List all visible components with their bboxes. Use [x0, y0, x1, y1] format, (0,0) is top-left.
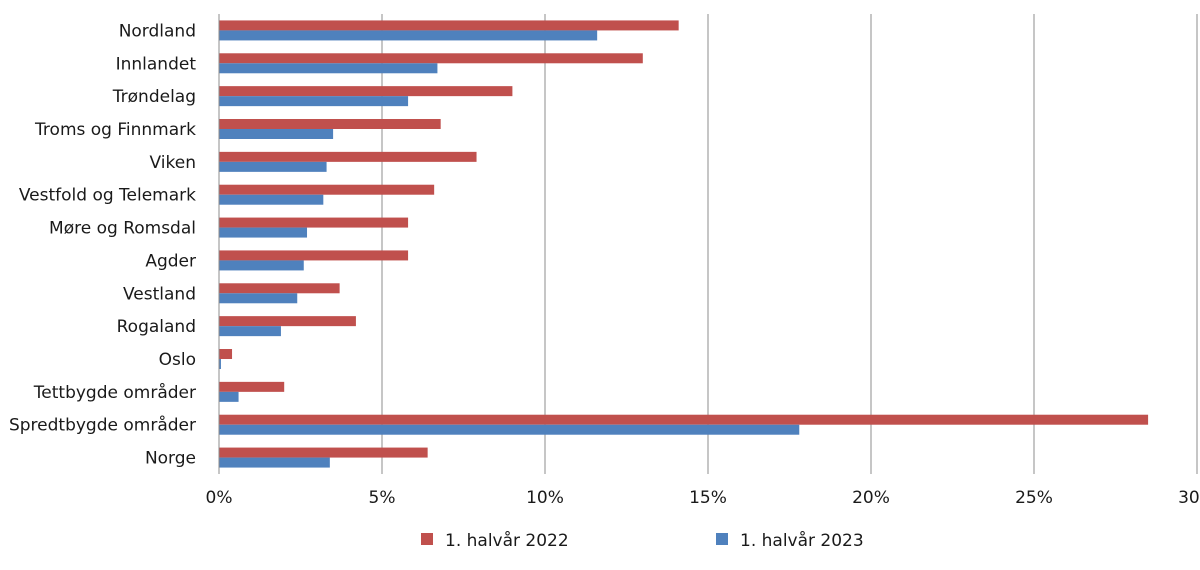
legend-label: 1. halvår 2023 — [740, 530, 864, 551]
bar-2022 — [219, 414, 1149, 425]
bar-2022 — [219, 151, 477, 162]
legend-swatch — [421, 533, 433, 545]
bar-2023 — [219, 359, 221, 369]
category-label: Vestland — [123, 284, 196, 304]
bar-2022 — [219, 86, 513, 97]
bar-2023 — [219, 63, 438, 74]
bar-2022 — [219, 349, 233, 359]
bar-2023 — [219, 260, 304, 271]
x-tick-label: 0% — [206, 488, 233, 508]
category-label: Innlandet — [116, 54, 197, 74]
category-label: Norge — [145, 449, 196, 469]
bar-2023 — [219, 293, 298, 304]
category-label: Spredtbygde områder — [9, 415, 196, 436]
bar-2023 — [219, 194, 324, 205]
bar-2022 — [219, 20, 679, 31]
bar-2023 — [219, 227, 308, 238]
legend-label: 1. halvår 2022 — [445, 530, 569, 551]
bar-2023 — [219, 326, 281, 337]
x-tick-label: 20% — [852, 488, 890, 508]
category-label: Trøndelag — [112, 87, 196, 107]
x-tick-label: 10% — [526, 488, 564, 508]
bar-2022 — [219, 316, 356, 327]
x-tick-label: 5% — [369, 488, 396, 508]
bar-2023 — [219, 457, 330, 468]
bar-2022 — [219, 217, 409, 228]
bar-2023 — [219, 161, 327, 172]
x-tick-label: 25% — [1015, 488, 1053, 508]
bar-2023 — [219, 391, 239, 402]
category-label: Agder — [145, 251, 196, 271]
bar-2022 — [219, 250, 409, 261]
bar-2022 — [219, 53, 643, 64]
bar-2022 — [219, 381, 285, 392]
category-label: Vestfold og Telemark — [19, 186, 196, 206]
x-tick-label: 30% — [1178, 488, 1200, 508]
bar-2022 — [219, 119, 441, 129]
bar-2023 — [219, 30, 598, 41]
bar-2023 — [219, 129, 334, 139]
category-label: Nordland — [119, 21, 196, 41]
bar-2023 — [219, 424, 800, 435]
bar-2023 — [219, 96, 409, 107]
category-label: Tettbygde områder — [33, 382, 196, 403]
category-label: Rogaland — [117, 317, 196, 337]
x-tick-label: 15% — [689, 488, 727, 508]
category-label: Oslo — [159, 350, 196, 370]
bar-2022 — [219, 447, 428, 458]
category-label: Møre og Romsdal — [49, 219, 196, 239]
category-label: Troms og Finnmark — [34, 120, 196, 140]
bar-2022 — [219, 184, 435, 195]
bar-2022 — [219, 283, 340, 294]
legend-swatch — [716, 533, 728, 545]
category-label: Viken — [150, 153, 196, 173]
